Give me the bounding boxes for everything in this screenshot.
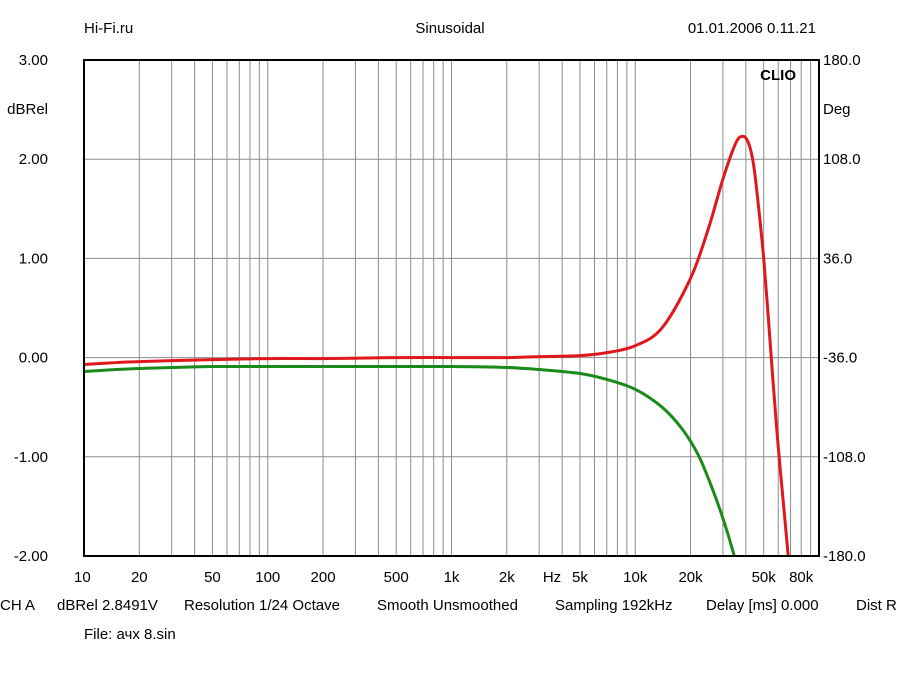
y-tick-label-right: -36.0	[823, 350, 857, 367]
header-site-label: Hi-Fi.ru	[84, 20, 134, 37]
file-name-label: File: ачх 8.sin	[84, 626, 176, 643]
x-tick-label: 50	[204, 569, 221, 586]
info-item: Dist R	[856, 597, 897, 614]
y-tick-label-left: 0.00	[19, 350, 48, 367]
info-item: Smooth Unsmoothed	[377, 597, 518, 614]
plot-frame	[83, 59, 820, 557]
x-tick-label: 200	[311, 569, 336, 586]
x-tick-label: 20	[131, 569, 148, 586]
y-tick-label-right: 108.0	[823, 151, 861, 168]
chart-grid	[84, 60, 819, 556]
x-tick-label: 10k	[623, 569, 648, 586]
info-item: CH A	[0, 597, 36, 614]
header-timestamp: 01.01.2006 0.11.21	[687, 20, 816, 37]
header-signal-type: Sinusoidal	[415, 20, 485, 37]
clio-logo: CLIO	[760, 67, 796, 84]
x-tick-label: 1k	[444, 569, 460, 586]
y-tick-label-right: 180.0	[823, 52, 861, 69]
chart-labels: 3.00 2.00 1.00 0.00 -1.00 -2.00 180.0 108.0 36.0…	[7, 52, 865, 586]
y-axis-label-left: dBRel	[7, 101, 48, 118]
y-axis-label-right: Deg	[823, 101, 851, 118]
x-tick-label: 5k	[572, 569, 588, 586]
y-tick-label-right: -108.0	[823, 449, 866, 466]
x-tick-label: 20k	[678, 569, 703, 586]
series-line-2	[84, 364, 736, 556]
frequency-response-chart: 3.00 2.00 1.00 0.00 -1.00 -2.00 180.0 108.0 36.0…	[7, 52, 865, 586]
x-tick-label: 50k	[752, 569, 777, 586]
y-tick-label-left: -1.00	[14, 449, 48, 466]
y-tick-label-right: 36.0	[823, 250, 852, 267]
info-item: Delay [ms] 0.000	[706, 597, 819, 614]
y-tick-label-left: -2.00	[14, 548, 48, 565]
x-tick-label: 2k	[499, 569, 515, 586]
info-item: Resolution 1/24 Octave	[184, 597, 340, 614]
y-tick-label-right: -180.0	[823, 548, 866, 565]
y-tick-label-left: 1.00	[19, 250, 48, 267]
x-tick-label: 100	[255, 569, 280, 586]
y-tick-label-left: 3.00	[19, 52, 48, 69]
x-tick-label: 500	[384, 569, 409, 586]
x-axis-unit-label: Hz	[543, 569, 561, 586]
x-tick-label: 10	[74, 569, 91, 586]
measurement-info-bar: CH A dBRel 2.8491V Resolution 1/24 Octave S…	[0, 597, 900, 617]
x-tick-label: 80k	[789, 569, 814, 586]
y-tick-label-left: 2.00	[19, 151, 48, 168]
info-item: dBRel 2.8491V	[57, 597, 158, 614]
info-item: Sampling 192kHz	[555, 597, 673, 614]
series-line-1	[84, 134, 790, 556]
chart-series	[84, 134, 790, 556]
